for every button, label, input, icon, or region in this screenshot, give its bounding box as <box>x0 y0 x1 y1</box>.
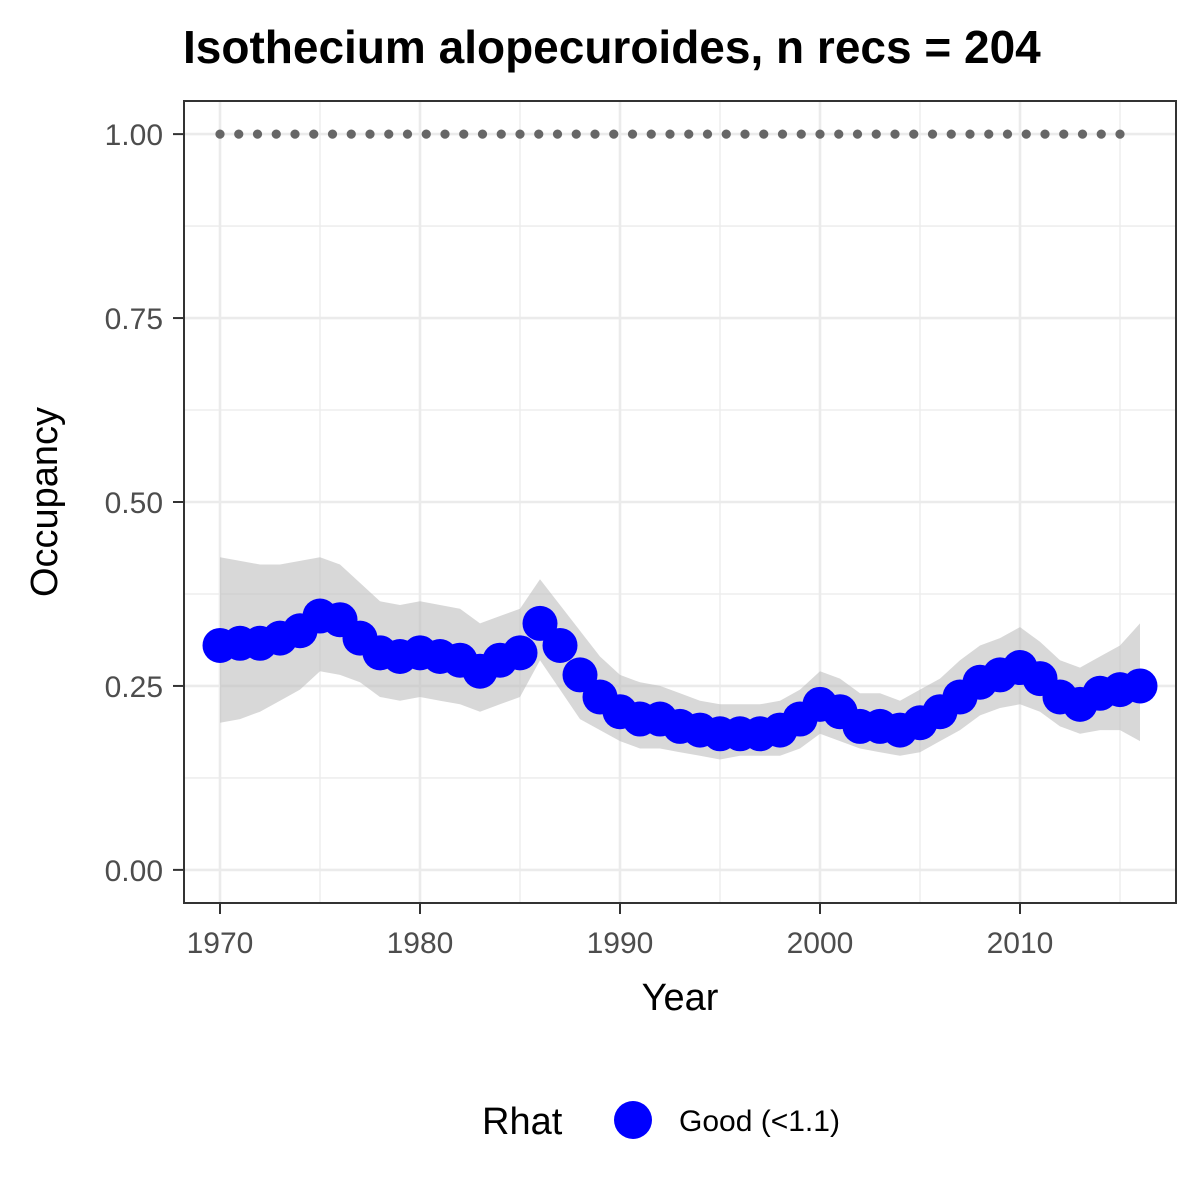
y-tick-label: 0.00 <box>105 855 163 888</box>
reference-dot <box>477 129 488 139</box>
reference-line-dots <box>215 129 1125 139</box>
reference-dot <box>646 129 656 139</box>
y-tick-label: 0.25 <box>105 671 163 704</box>
y-tick-label: 1.00 <box>105 119 163 152</box>
occupancy-point <box>1122 668 1158 704</box>
reference-dot <box>609 129 619 139</box>
reference-dot <box>496 129 506 139</box>
reference-dot <box>440 129 450 139</box>
reference-dot <box>927 129 938 139</box>
reference-dot <box>1115 129 1125 139</box>
reference-dot <box>1077 129 1088 139</box>
reference-dot <box>402 129 413 139</box>
reference-dot <box>384 129 394 139</box>
reference-dot <box>740 129 750 139</box>
x-tick-label: 1990 <box>587 927 654 960</box>
y-tick-label: 0.50 <box>105 487 163 520</box>
plot-panel <box>183 100 1177 904</box>
reference-dot <box>590 129 600 139</box>
reference-dot <box>702 129 713 139</box>
reference-dot <box>796 129 806 139</box>
reference-dot <box>871 129 881 139</box>
reference-dot <box>327 129 338 139</box>
reference-dot <box>571 129 581 139</box>
reference-dot <box>721 129 731 139</box>
reference-dot <box>515 129 525 139</box>
x-axis: 1970 1980 1990 2000 2010 <box>187 903 1054 960</box>
legend: Rhat Good (<1.1) <box>482 1101 840 1143</box>
x-tick-label: 2010 <box>987 927 1054 960</box>
occupancy-point <box>502 635 538 671</box>
x-axis-title: Year <box>642 977 719 1019</box>
occupancy-points <box>202 598 1158 752</box>
y-tick-label: 0.75 <box>105 303 163 336</box>
reference-dot <box>1096 129 1106 139</box>
reference-dot <box>346 129 356 139</box>
reference-dot <box>946 129 956 139</box>
reference-dot <box>852 129 863 139</box>
chart-title: Isothecium alopecuroides, n recs = 204 <box>183 21 1041 73</box>
x-tick-label: 1970 <box>187 927 254 960</box>
legend-title: Rhat <box>482 1101 563 1143</box>
reference-dot <box>1002 129 1013 139</box>
reference-dot <box>759 129 769 139</box>
reference-dot <box>965 129 975 139</box>
reference-dot <box>627 129 638 139</box>
reference-dot <box>984 129 994 139</box>
reference-dot <box>1059 129 1069 139</box>
y-axis: 0.00 0.25 0.50 0.75 1.00 <box>105 119 184 888</box>
reference-dot <box>1021 129 1031 139</box>
reference-dot <box>665 129 675 139</box>
occupancy-point <box>542 627 578 663</box>
reference-dot <box>909 129 919 139</box>
reference-dot <box>215 129 225 139</box>
reference-dot <box>684 129 694 139</box>
reference-dot <box>309 129 319 139</box>
x-tick-label: 2000 <box>787 927 854 960</box>
reference-dot <box>252 129 263 139</box>
reference-dot <box>552 129 563 139</box>
reference-dot <box>777 129 788 139</box>
reference-dot <box>834 129 844 139</box>
reference-dot <box>421 129 431 139</box>
reference-dot <box>1040 129 1050 139</box>
reference-dot <box>890 129 900 139</box>
reference-dot <box>234 129 244 139</box>
reference-dot <box>534 129 544 139</box>
reference-dot <box>271 129 281 139</box>
legend-key-point <box>614 1101 652 1139</box>
reference-dot <box>290 129 300 139</box>
reference-dot <box>459 129 469 139</box>
y-axis-title: Occupancy <box>24 407 66 597</box>
reference-dot <box>815 129 825 139</box>
x-tick-label: 1980 <box>387 927 454 960</box>
reference-dot <box>365 129 375 139</box>
legend-label: Good (<1.1) <box>679 1105 840 1138</box>
